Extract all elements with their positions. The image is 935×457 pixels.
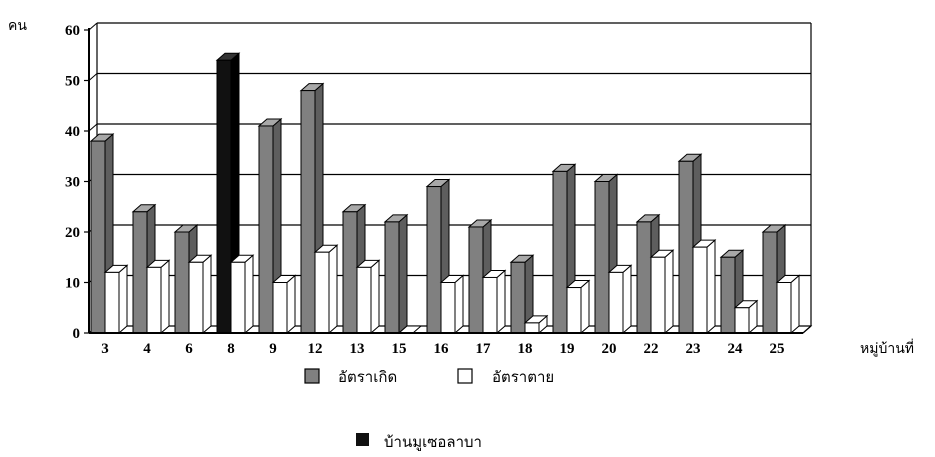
- y-tick-label: 20: [65, 225, 80, 241]
- x-tick-label: 19: [560, 341, 575, 357]
- legend-label-death: อัตราตาย: [492, 368, 554, 386]
- grid-diagonal: [88, 22, 98, 31]
- y-tick-label: 0: [73, 326, 81, 342]
- bar-death-18: [523, 314, 549, 335]
- bar-death-13: [355, 259, 381, 335]
- x-tick-label: 24: [728, 341, 744, 357]
- x-tick-label: 18: [518, 341, 533, 357]
- y-tick-label: 40: [65, 124, 80, 140]
- y-tick-label: 10: [65, 276, 80, 292]
- x-tick-label: 16: [434, 341, 450, 357]
- y-tick-label: 50: [65, 74, 80, 90]
- y-tick-label: 60: [65, 23, 80, 39]
- x-tick-label: 12: [308, 341, 323, 357]
- bar-death-9: [271, 274, 297, 335]
- x-tick-label: 9: [269, 341, 277, 357]
- bar-death-20: [607, 264, 633, 335]
- bar-death-3: [103, 264, 129, 335]
- legend-label-highlight: บ้านมูเซอลาบา: [384, 433, 482, 451]
- grid-diagonal: [88, 73, 98, 81]
- x-tick-label: 20: [602, 341, 617, 357]
- y-tick-label: 30: [65, 175, 80, 191]
- x-tick-label: 23: [686, 341, 701, 357]
- bar-death-22: [649, 249, 675, 335]
- bar-death-12: [313, 244, 339, 335]
- axes: [84, 28, 812, 334]
- legend-label-birth: อัตราเกิด: [338, 368, 397, 386]
- legend-swatch-death: [457, 368, 473, 384]
- bar-death-4: [145, 259, 171, 335]
- y-tick-labels: 0 10 20 30 40 50 60: [65, 23, 80, 342]
- legend-swatch-birth: [304, 368, 320, 384]
- floor-right-edge: [802, 325, 812, 334]
- y-axis-label: คน: [8, 18, 27, 34]
- x-tick-label: 8: [227, 341, 235, 357]
- x-tick-label: 6: [185, 341, 193, 357]
- legend-swatch-highlight: [356, 433, 369, 446]
- bar-birth-15: [383, 213, 409, 335]
- x-axis-label: หมู่บ้านที่: [860, 339, 914, 357]
- bar-death-19: [565, 279, 591, 335]
- x-tick-label: 3: [101, 341, 109, 357]
- bar-death-17: [481, 269, 507, 335]
- bar-death-16: [439, 274, 465, 335]
- x-tick-label: 17: [476, 341, 492, 357]
- bar-death-23: [691, 239, 717, 335]
- x-tick-label: 22: [644, 341, 659, 357]
- x-tick-labels: 3 4 6 8 9 12 13 15 16 17 18 19 20 22 23 24 25: [101, 341, 784, 357]
- bar-death-8: [229, 254, 255, 335]
- bar-death-25: [775, 274, 801, 335]
- x-tick-label: 25: [770, 341, 785, 357]
- grid-diagonal: [88, 123, 98, 132]
- x-tick-label: 4: [143, 341, 151, 357]
- bar-death-24: [733, 299, 759, 335]
- x-tick-label: 15: [392, 341, 407, 357]
- bars: [89, 52, 801, 335]
- legend: อัตราเกิด อัตราตาย บ้านมูเซอลาบา: [304, 368, 554, 451]
- x-tick-label: 13: [350, 341, 365, 357]
- bar-death-6: [187, 254, 213, 335]
